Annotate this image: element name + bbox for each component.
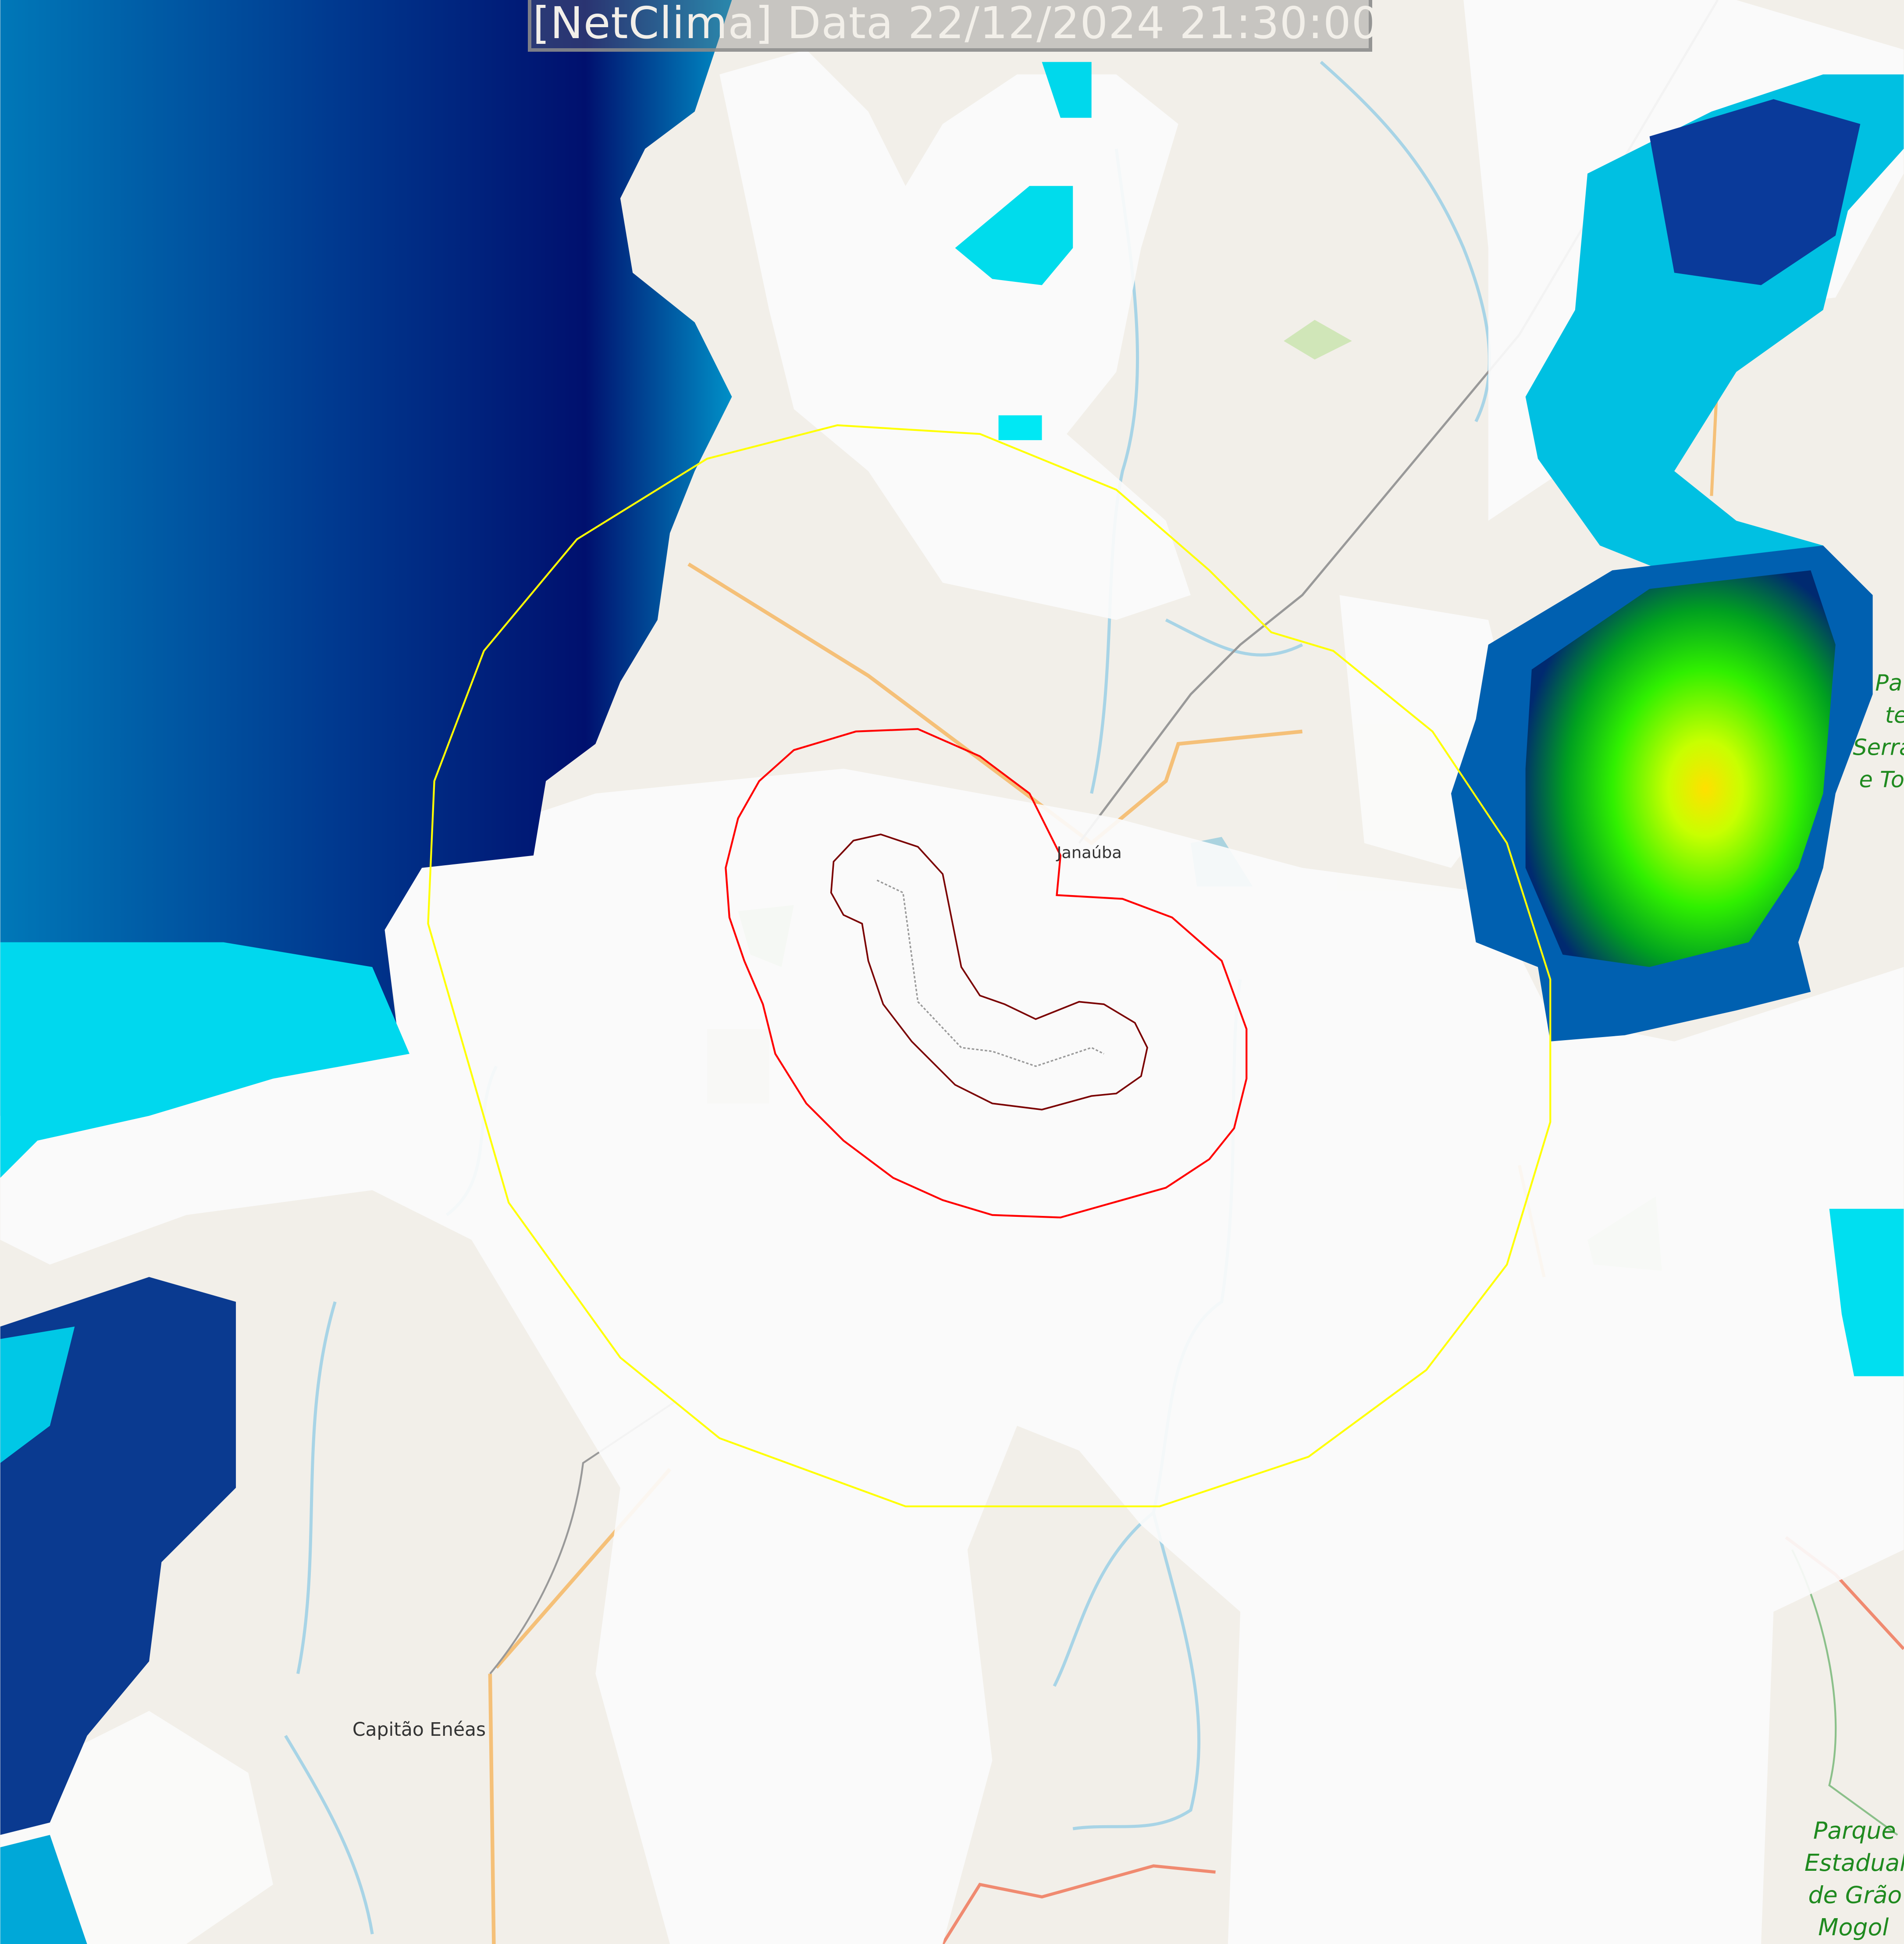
park-label-top: Pa te Serra e To: [1853, 670, 1904, 793]
svg-text:Pa: Pa: [1875, 670, 1902, 696]
place-label-janauba: Janaúba: [1056, 843, 1122, 862]
svg-text:Serra: Serra: [1853, 735, 1904, 761]
park-label-bottom: Parque Estadual de Grão Mogol: [1804, 1817, 1904, 1941]
title-box: [528, 0, 1372, 52]
range-circle: [427, 424, 1552, 1507]
map-title: [NetClima] Data 22/12/2024 21:30:00: [533, 0, 1380, 49]
radar-rain-right: [1451, 74, 1904, 1041]
svg-text:e To: e To: [1859, 767, 1904, 793]
svg-text:te: te: [1885, 703, 1904, 729]
svg-text:Estadual: Estadual: [1804, 1849, 1904, 1876]
track-line: [876, 879, 1104, 1067]
svg-text:Parque: Parque: [1813, 1817, 1896, 1844]
svg-text:de Grão: de Grão: [1808, 1881, 1902, 1909]
radar-rain-left: [0, 0, 732, 1944]
radar-small-cells: [955, 62, 1904, 1376]
contour-outer: [725, 728, 1248, 1219]
svg-text:Mogol: Mogol: [1818, 1913, 1889, 1941]
place-label-capitao-eneas: Capitão Enéas: [352, 1719, 486, 1741]
contour-inner: [830, 833, 1148, 1111]
